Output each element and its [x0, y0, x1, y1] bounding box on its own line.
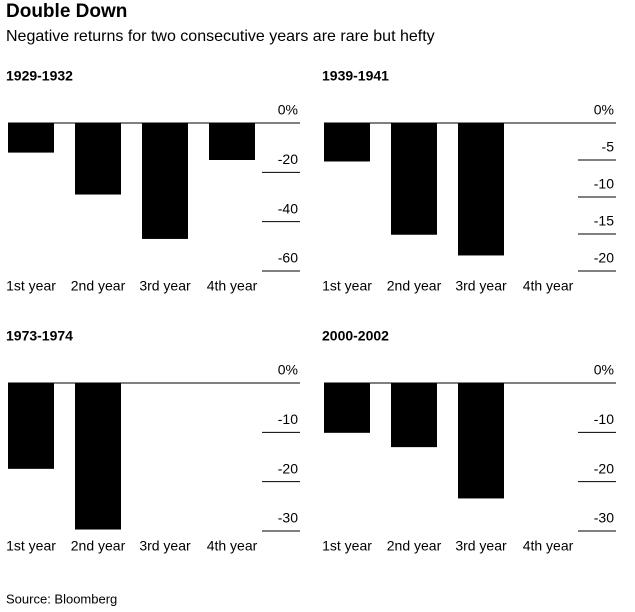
panel-title: 1939-1941 — [322, 68, 389, 84]
x-tick-label: 4th year — [523, 538, 574, 554]
x-tick-label: 2nd year — [387, 538, 442, 554]
y-tick-label: 0% — [594, 362, 614, 378]
bar — [75, 383, 121, 530]
bar — [458, 383, 504, 499]
bar — [391, 383, 437, 448]
y-tick-label: -30 — [278, 510, 298, 526]
y-tick-label: 0% — [278, 362, 298, 378]
x-tick-label: 4th year — [523, 278, 574, 294]
subtitle: Negative returns for two consecutive yea… — [6, 28, 435, 45]
y-tick-label: -30 — [594, 510, 614, 526]
bar — [324, 383, 370, 433]
panel-title: 1929-1932 — [6, 68, 73, 84]
x-tick-label: 2nd year — [71, 278, 126, 294]
panel-title: 2000-2002 — [322, 328, 389, 344]
bar — [8, 383, 54, 469]
bar — [391, 123, 437, 235]
bar — [324, 123, 370, 162]
y-tick-label: -20 — [594, 250, 614, 266]
x-tick-label: 2nd year — [71, 538, 126, 554]
x-tick-label: 1st year — [322, 278, 372, 294]
x-tick-label: 3rd year — [455, 538, 507, 554]
y-tick-label: -10 — [594, 176, 614, 192]
x-tick-label: 4th year — [207, 278, 258, 294]
x-tick-label: 1st year — [322, 538, 372, 554]
source: Source: Bloomberg — [6, 591, 117, 606]
x-tick-label: 1st year — [6, 538, 56, 554]
y-tick-label: -40 — [278, 200, 298, 216]
y-tick-label: -10 — [278, 411, 298, 427]
x-tick-label: 1st year — [6, 278, 56, 294]
bar — [458, 123, 504, 256]
y-tick-label: -60 — [278, 250, 298, 266]
bar — [8, 123, 54, 153]
panel-title: 1973-1974 — [6, 328, 73, 344]
x-tick-label: 4th year — [207, 538, 258, 554]
y-tick-label: -5 — [602, 139, 615, 155]
y-tick-label: 0% — [278, 102, 298, 118]
y-tick-label: 0% — [594, 102, 614, 118]
bar — [142, 123, 188, 239]
y-tick-label: -20 — [278, 151, 298, 167]
title: Double Down — [6, 1, 127, 22]
bar — [209, 123, 255, 160]
x-tick-label: 2nd year — [387, 278, 442, 294]
y-tick-label: -20 — [278, 460, 298, 476]
y-tick-label: -15 — [594, 213, 614, 229]
x-tick-label: 3rd year — [455, 278, 507, 294]
y-tick-label: -20 — [594, 460, 614, 476]
bar — [75, 123, 121, 195]
x-tick-label: 3rd year — [139, 538, 191, 554]
y-tick-label: -10 — [594, 411, 614, 427]
x-tick-label: 3rd year — [139, 278, 191, 294]
